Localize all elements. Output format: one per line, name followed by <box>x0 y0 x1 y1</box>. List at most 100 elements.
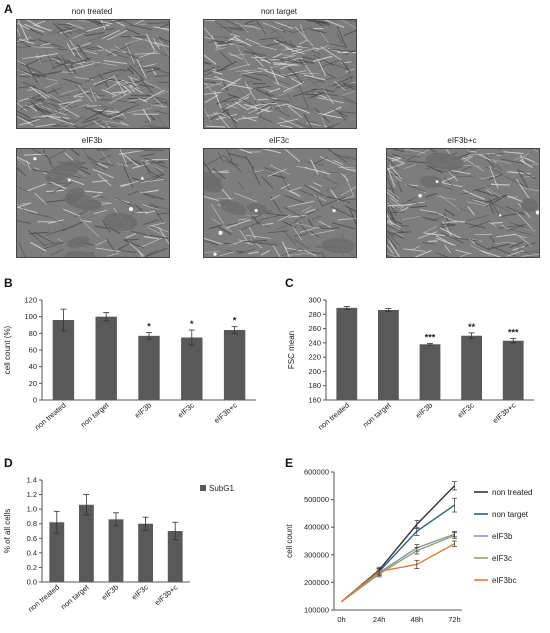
x-tick-label: non treated <box>316 401 351 432</box>
bar-non-treated <box>336 307 358 400</box>
micrograph-texture <box>204 149 356 257</box>
micrograph-eif3b <box>16 148 170 258</box>
y-tick-label: 260 <box>308 324 321 333</box>
cell-group <box>204 149 356 257</box>
micro-label-eif3c: eIF3c <box>268 136 289 145</box>
y-tick-label: 200 <box>308 367 321 376</box>
chart-e-growth-curve: 100000 200000 300000 400000 500000 600000 0h 24… <box>284 462 548 632</box>
x-tick-label: eIF3b+c <box>212 400 239 425</box>
micrograph-non-treated <box>16 19 170 129</box>
y-tick-label: 100000 <box>304 606 329 615</box>
x-tick-label: eIF3c <box>130 582 150 601</box>
y-tick-label: 500000 <box>304 495 329 504</box>
x-tick-label: non treated <box>26 583 61 614</box>
y-tick-label: 0 <box>33 396 37 405</box>
bar-non-target <box>79 504 94 582</box>
panel-d-letter: D <box>4 456 13 470</box>
series-line-eif3c <box>341 534 455 603</box>
y-tick-label: 300000 <box>304 550 329 559</box>
micrograph-texture <box>17 149 169 257</box>
x-tick-label: 72h <box>448 615 461 624</box>
y-tick-label: 200000 <box>304 578 329 587</box>
x-tick-label: 0h <box>337 615 345 624</box>
y-tick-label: 600000 <box>304 468 329 477</box>
micro-label-eif3bc: eIF3b+c <box>447 136 477 145</box>
micrograph-eif3bc <box>386 148 540 258</box>
y-tick-label: 120 <box>24 296 37 305</box>
y-tick-label: 0.4 <box>27 548 37 557</box>
chart-b-cell-count: 0 20 40 60 80 100 120 cell count (%) non treated… <box>0 290 268 450</box>
x-tick-label: non treated <box>33 401 68 432</box>
y-tick-label: 0.8 <box>27 519 37 528</box>
y-tick-label: 0.0 <box>27 578 37 587</box>
y-tick-label: 1.2 <box>27 490 37 499</box>
micrograph-texture <box>387 149 539 257</box>
legend-label: eIF3b <box>492 532 513 541</box>
chart-svg: 100000 200000 300000 400000 500000 600000 0h 24… <box>285 468 532 625</box>
y-tick-label: 40 <box>29 362 37 371</box>
x-tick-label: non target <box>79 400 111 429</box>
bar-eif3b <box>419 344 441 400</box>
bar-eif3b-c <box>223 330 246 400</box>
micrograph-non-target <box>203 19 357 129</box>
bar-non-target <box>95 316 117 400</box>
significance-label: * <box>147 322 151 332</box>
micro-label-eif3b: eIF3b <box>81 136 103 145</box>
y-axis-title: cell count <box>285 523 294 558</box>
micrograph-texture <box>17 20 169 128</box>
y-tick-label: 100 <box>24 312 37 321</box>
x-tick-label: non target <box>59 582 91 611</box>
y-tick-label: 0.6 <box>27 534 37 543</box>
legend-swatch <box>200 485 206 491</box>
bar-eif3c <box>461 335 482 400</box>
x-tick-label: eIF3b <box>414 401 434 420</box>
x-tick-label: 24h <box>373 615 386 624</box>
panel-a-letter: A <box>4 2 13 16</box>
bar-non-target <box>378 310 399 400</box>
x-tick-label: non target <box>361 400 393 429</box>
legend-label: non treated <box>492 488 532 497</box>
bar-eif3c <box>181 337 203 400</box>
x-tick-label: eIF3b <box>133 401 153 420</box>
y-tick-label: 20 <box>29 379 37 388</box>
chart-d-subg1: 0.0 0.2 0.4 0.6 0.8 1.0 1.2 1.4 % of all cells no… <box>0 470 268 632</box>
chart-svg: 0.0 0.2 0.4 0.6 0.8 1.0 1.2 1.4 % of all cells no… <box>3 476 234 614</box>
y-tick-label: 80 <box>29 329 37 338</box>
y-tick-label: 0.2 <box>27 563 37 572</box>
legend-label: eIF3c <box>492 554 512 563</box>
chart-c-fsc-mean: 160 180 200 220 240 260 280 300 FSC mean non trea… <box>284 290 546 450</box>
chart-svg: 0 20 40 60 80 100 120 cell count (%) non treated… <box>3 296 256 432</box>
cell-group <box>17 149 169 257</box>
cell-group <box>17 20 169 128</box>
micro-label-non-treated: non treated <box>71 7 113 16</box>
series-line-eif3bc <box>341 543 455 603</box>
series-line-non-treated <box>341 485 456 603</box>
significance-label: *** <box>425 333 436 343</box>
cell-group <box>387 149 539 257</box>
significance-label: ** <box>468 322 476 332</box>
significance-label: * <box>233 316 237 326</box>
x-tick-label: eIF3b+c <box>491 400 518 425</box>
y-tick-label: 1.4 <box>27 476 37 485</box>
micrograph-eif3c <box>203 148 357 258</box>
bar-eif3b-c <box>502 340 524 400</box>
legend-label: eIF3bc <box>492 576 516 585</box>
legend-label: non target <box>492 510 529 519</box>
x-tick-label: eIF3c <box>456 400 476 419</box>
x-tick-label: eIF3b+c <box>153 582 180 607</box>
bar-non-treated <box>49 522 65 582</box>
bar-eif3b <box>138 335 160 400</box>
y-tick-label: 280 <box>308 310 321 319</box>
micrograph-background <box>204 20 356 128</box>
x-tick-label: eIF3c <box>176 400 196 419</box>
micrograph-texture <box>204 20 356 128</box>
y-tick-label: 1.0 <box>27 505 37 514</box>
panel-e-letter: E <box>285 456 294 470</box>
bar-eif3c <box>138 523 153 582</box>
significance-label: * <box>190 319 194 329</box>
y-tick-label: 180 <box>308 381 321 390</box>
x-tick-label: eIF3b <box>100 583 120 602</box>
y-axis-title: FSC mean <box>287 331 296 369</box>
micrograph-background <box>17 20 169 128</box>
bar-eif3b <box>108 519 124 582</box>
